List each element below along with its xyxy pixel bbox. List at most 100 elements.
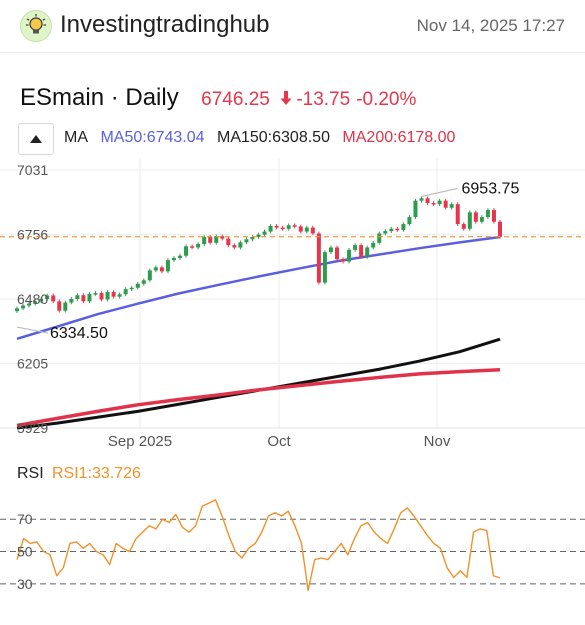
candle-body	[268, 225, 273, 232]
rsi-tick-label: 70	[17, 511, 33, 527]
rsi-grid	[0, 518, 585, 585]
candle-body	[135, 283, 140, 288]
symbol-title[interactable]: ESmain · Daily	[20, 84, 179, 111]
y-tick-label: 5929	[17, 420, 48, 436]
ma150-line	[16, 337, 501, 430]
ma150-value: MA150:6308.50	[216, 129, 330, 146]
symbol-row: ESmain · Daily 6746.25 -13.75 -0.20%	[20, 84, 416, 114]
header-divider	[0, 52, 585, 53]
candle-body	[425, 198, 430, 204]
candle-body	[498, 221, 502, 237]
candle-body	[99, 293, 104, 300]
candlesticks	[15, 196, 502, 314]
price-chart[interactable]: 7031 6756 6480 6205 5929 Sep 2025 Oct Nov 6953.7…	[0, 158, 585, 458]
y-tick-label: 6756	[17, 226, 48, 242]
candle-body	[105, 291, 110, 300]
y-tick-label: 7031	[17, 162, 48, 178]
candle-body	[280, 227, 285, 230]
candle-body	[359, 245, 364, 257]
rsi-line	[16, 499, 501, 592]
candle-body	[15, 308, 19, 312]
candle-body	[250, 236, 255, 240]
candle-body	[111, 291, 116, 297]
candle-body	[238, 242, 243, 248]
candle-body	[232, 245, 237, 248]
rsi-title: RSI	[17, 465, 44, 482]
candle-body	[322, 252, 327, 283]
candle-body	[347, 249, 352, 262]
candle-body	[45, 295, 50, 299]
rsi-value: RSI1:33.726	[52, 465, 141, 482]
candle-body	[208, 236, 213, 243]
candle-body	[298, 226, 303, 232]
high-leader-line	[421, 187, 458, 198]
ma-lines	[16, 235, 501, 430]
ma200-value: MA200:6178.00	[342, 129, 456, 146]
candle-body	[117, 294, 122, 297]
x-tick-label: Sep 2025	[108, 433, 172, 450]
y-tick-label: 6205	[17, 355, 48, 371]
candle-body	[39, 299, 44, 302]
candle-body	[178, 255, 183, 259]
price-change-percent: -0.20%	[356, 89, 417, 110]
ma50-line	[16, 235, 501, 340]
candle-body	[334, 247, 339, 260]
ma50-value: MA50:6743.04	[100, 129, 205, 146]
candle-body	[159, 267, 164, 272]
candle-body	[214, 236, 219, 243]
candle-body	[467, 212, 472, 229]
candle-body	[431, 203, 436, 205]
low-annotation: 6334.50	[50, 325, 108, 342]
candle-body	[377, 233, 382, 243]
candle-body	[473, 212, 478, 222]
app-title: Investingtradinghub	[60, 11, 270, 38]
candle-body	[286, 225, 291, 229]
candle-body	[226, 238, 231, 246]
candle-body	[485, 210, 490, 218]
x-tick-label: Nov	[424, 433, 451, 450]
rsi-chart[interactable]: 70 50 30	[0, 490, 585, 610]
candle-body	[244, 239, 249, 243]
ma-values: MA MA50:6743.04 MA150:6308.50 MA200:6178…	[64, 129, 463, 147]
candle-body	[365, 247, 370, 257]
candle-body	[419, 198, 424, 201]
bulb-logo-icon	[20, 10, 52, 42]
low-leader-line	[16, 326, 49, 334]
app-header: Investingtradinghub Nov 14, 2025 17:27	[0, 0, 585, 52]
rsi-tick-label: 30	[17, 576, 33, 592]
ma-label[interactable]: MA	[64, 129, 88, 146]
candle-body	[220, 236, 225, 239]
candle-body	[455, 204, 460, 225]
candle-body	[202, 236, 207, 244]
candle-body	[256, 234, 261, 237]
arrow-down-icon	[280, 90, 292, 111]
candle-body	[184, 246, 189, 256]
candle-body	[21, 305, 26, 309]
candle-body	[262, 231, 267, 235]
candle-body	[353, 245, 358, 250]
candle-body	[51, 295, 56, 302]
price-change: -13.75	[296, 89, 351, 110]
candle-body	[93, 293, 98, 295]
candle-body	[395, 228, 400, 231]
candle-body	[491, 210, 496, 222]
candle-body	[129, 287, 134, 290]
candle-body	[371, 242, 376, 248]
collapse-indicators-button[interactable]	[18, 123, 54, 155]
candle-body	[341, 259, 346, 262]
candle-body	[401, 224, 406, 230]
price-grid	[0, 158, 585, 429]
candle-body	[33, 301, 38, 304]
ma200-line	[16, 367, 501, 428]
candle-body	[81, 295, 86, 302]
caret-up-icon	[30, 135, 42, 143]
rsi-series	[16, 499, 501, 592]
candle-body	[165, 260, 170, 272]
candle-body	[196, 243, 201, 248]
candle-body	[292, 225, 297, 227]
rsi-axis-labels: 70 50 30	[17, 511, 33, 592]
candle-body	[316, 233, 321, 283]
candle-body	[27, 303, 32, 306]
price-axis-labels: 7031 6756 6480 6205 5929 Sep 2025 Oct Nov 6953.7…	[0, 162, 585, 450]
candle-body	[147, 270, 152, 281]
